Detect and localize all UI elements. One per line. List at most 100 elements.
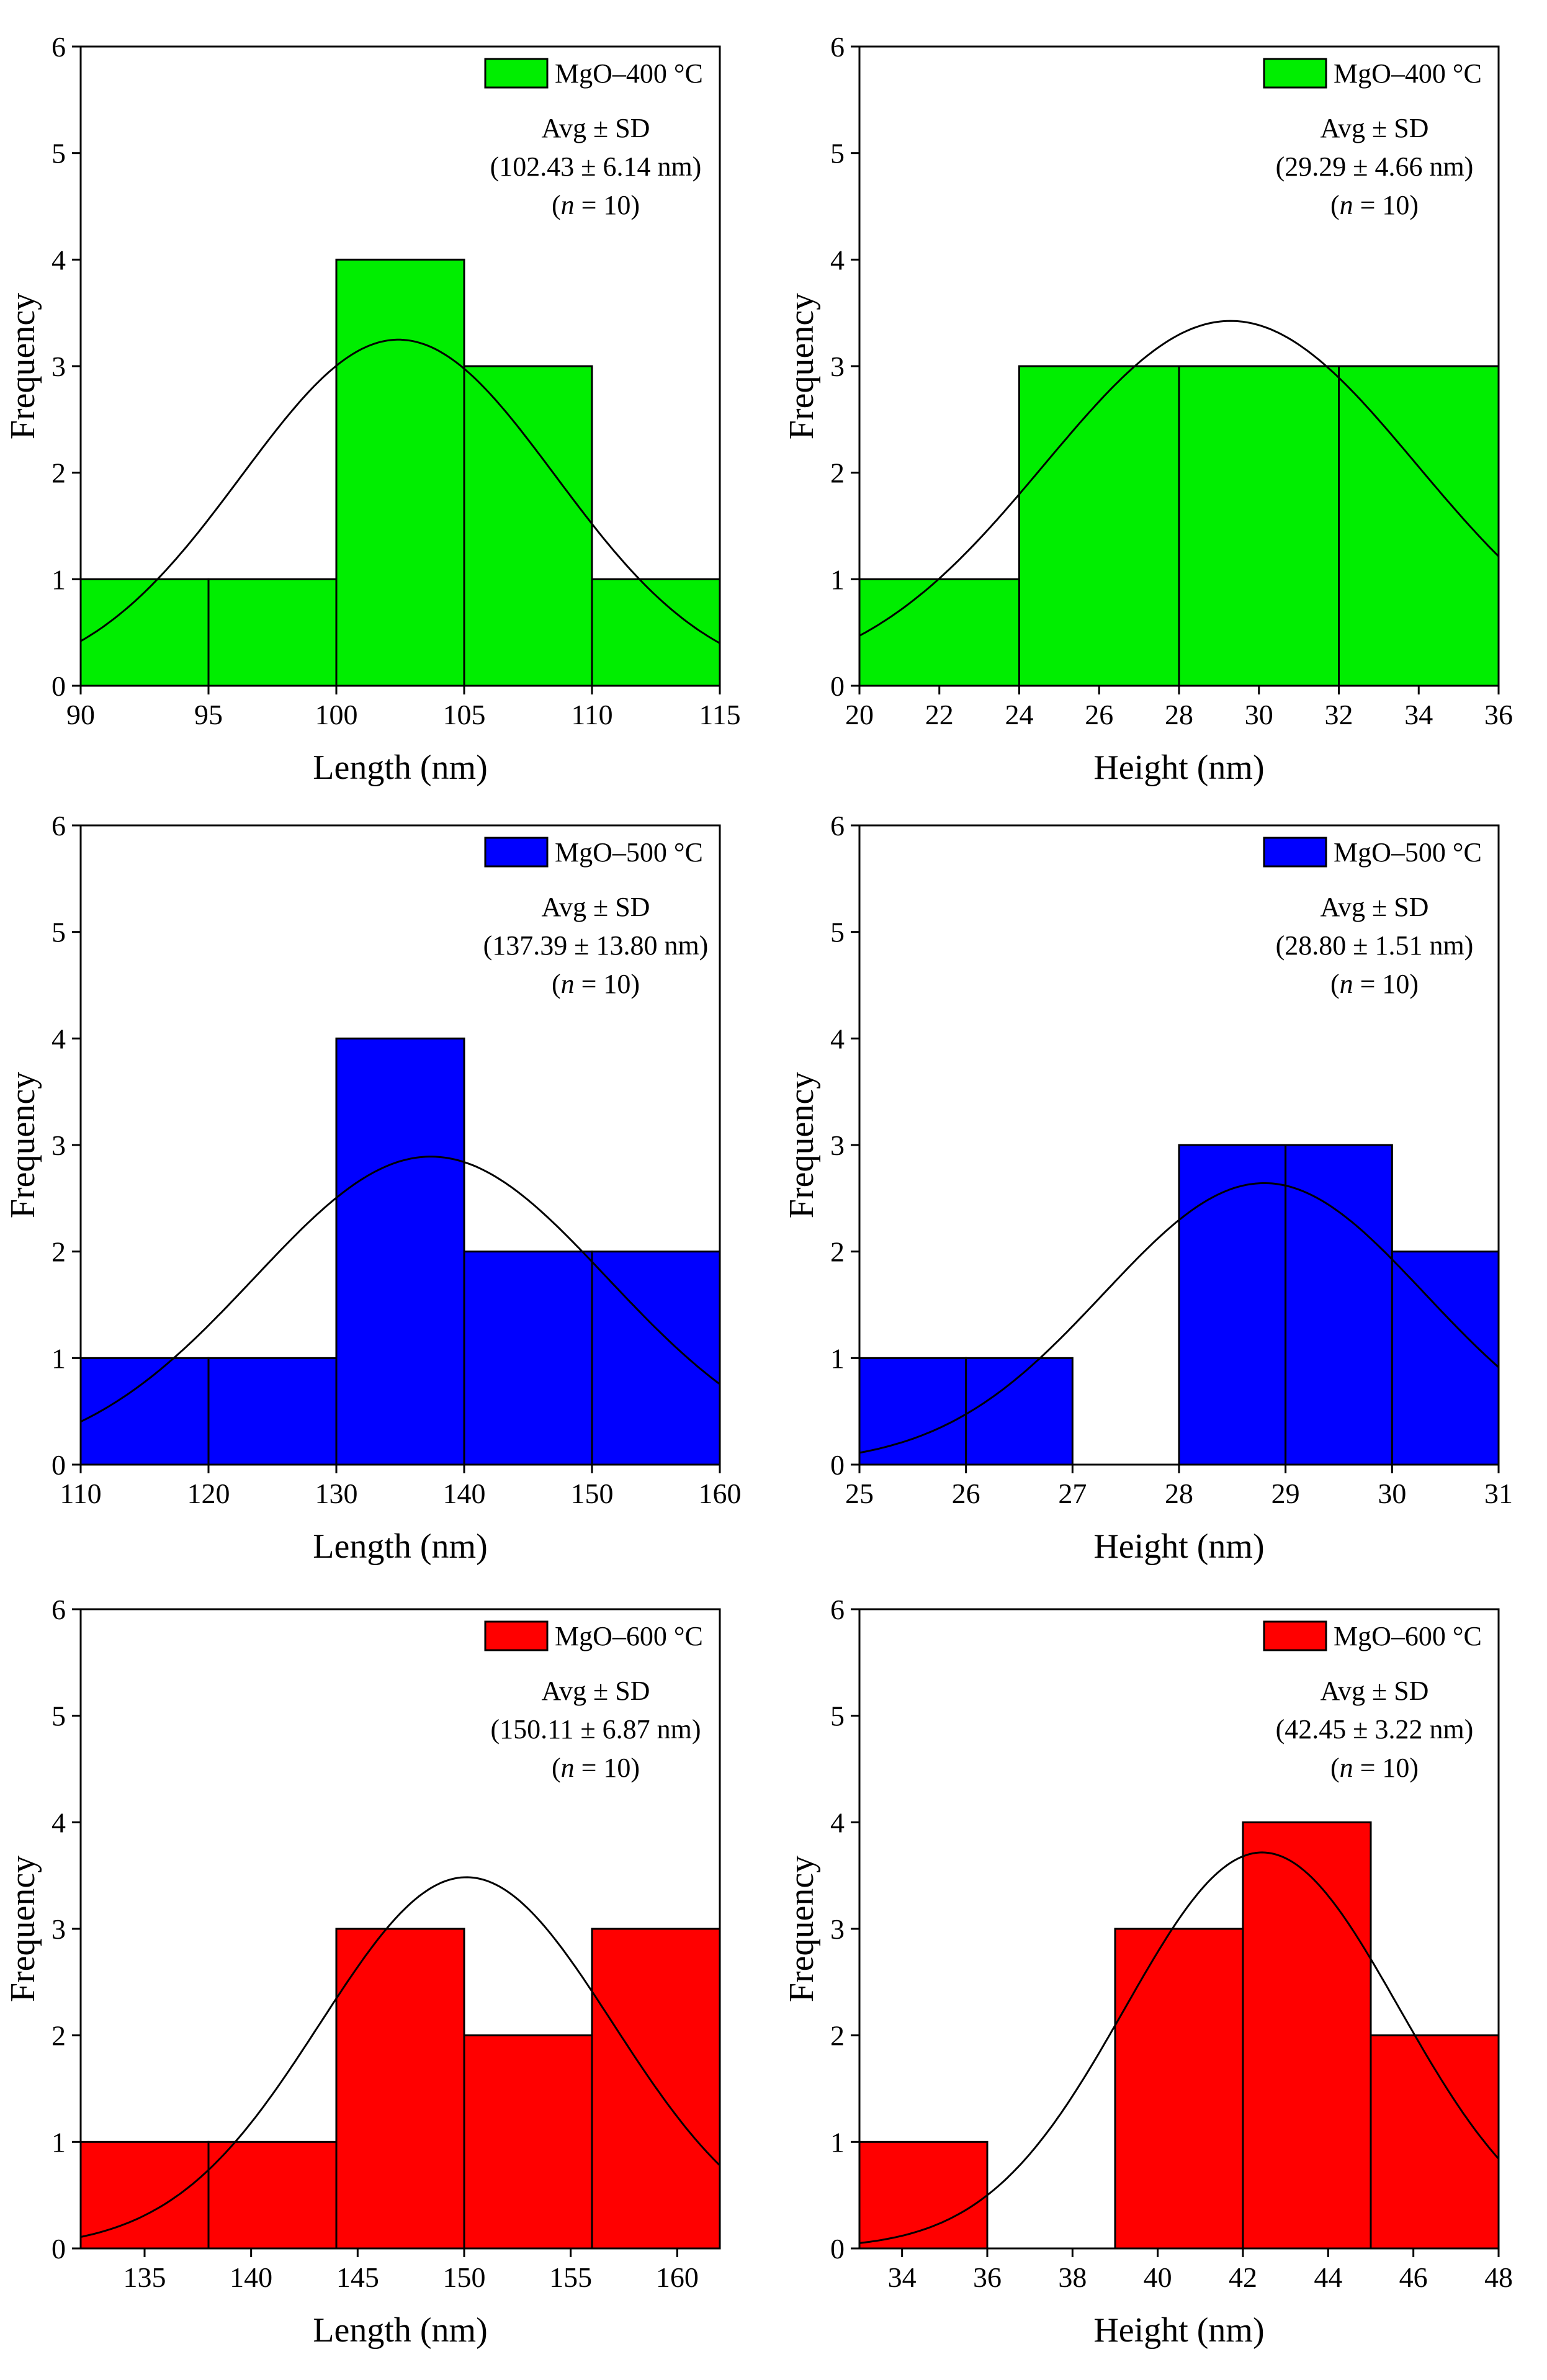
x-tick-label: 40	[1144, 2261, 1172, 2293]
stats-sample-size: (n = 10)	[1330, 1753, 1419, 1783]
y-tick-label: 6	[52, 1594, 66, 1625]
y-tick-label: 0	[52, 2233, 66, 2265]
y-tick-label: 2	[830, 457, 845, 489]
x-tick-label: 48	[1484, 2261, 1513, 2293]
y-tick-label: 0	[52, 1449, 66, 1481]
x-tick-label: 32	[1325, 699, 1353, 730]
stats-n-value: = 10)	[575, 1753, 640, 1783]
y-axis-title: Frequency	[4, 293, 42, 439]
histogram-bar	[463, 2034, 593, 2250]
stats-n-symbol: n	[1340, 969, 1353, 999]
stats-n-symbol: n	[1340, 1753, 1353, 1783]
x-tick-label: 160	[656, 2261, 699, 2293]
y-tick-label: 4	[52, 1023, 66, 1054]
x-axis-title: Height (nm)	[1093, 748, 1264, 787]
y-axis-title: Frequency	[782, 1072, 821, 1218]
y-tick-label: 1	[830, 2126, 845, 2158]
legend-label: MgO–400 °C	[1334, 58, 1482, 89]
legend-label: MgO–500 °C	[555, 837, 703, 868]
y-tick-label: 4	[830, 1023, 845, 1054]
x-tick-label: 30	[1378, 1478, 1406, 1509]
y-axis-title: Frequency	[782, 293, 821, 439]
y-tick-label: 3	[52, 1129, 66, 1161]
stats-paren-open: (	[552, 969, 561, 999]
histogram-bar	[335, 1928, 465, 2250]
histogram-bar	[858, 1357, 967, 1466]
x-tick-label: 150	[571, 1478, 614, 1509]
x-tick-label: 46	[1399, 2261, 1428, 2293]
x-tick-label: 34	[1404, 699, 1433, 730]
x-tick-label: 27	[1058, 1478, 1087, 1509]
stats-paren-open: (	[1330, 969, 1340, 999]
y-tick-label: 1	[52, 2126, 66, 2158]
y-tick-label: 3	[830, 351, 845, 382]
x-tick-label: 38	[1058, 2261, 1087, 2293]
x-tick-label: 105	[443, 699, 486, 730]
histogram-bar	[858, 2140, 989, 2250]
x-tick-label: 20	[845, 699, 874, 730]
y-tick-label: 3	[52, 351, 66, 382]
stats-n-symbol: n	[561, 190, 575, 220]
histogram-bar	[591, 1251, 721, 1466]
histogram-panel-length-400: 0 1 2 3 4 5 6 90 95 100 105 110 115 Length (nm) Freque…	[4, 31, 741, 787]
stats-n-symbol: n	[1340, 190, 1353, 220]
y-tick-label: 6	[830, 1594, 845, 1625]
stats-value: (28.80 ± 1.51 nm)	[1276, 930, 1474, 961]
stats-sample-size: (n = 10)	[1330, 190, 1419, 220]
x-tick-label: 36	[1484, 699, 1513, 730]
histogram-bar	[591, 578, 721, 687]
x-tick-label: 140	[443, 1478, 486, 1509]
stats-value: (137.39 ± 13.80 nm)	[483, 930, 709, 961]
legend-label: MgO–600 °C	[1334, 1621, 1482, 1651]
histogram-bar	[79, 2140, 210, 2250]
y-tick-label: 0	[830, 1449, 845, 1481]
histogram-bar	[1338, 365, 1500, 687]
x-tick-label: 24	[1005, 699, 1034, 730]
y-tick-label: 5	[830, 138, 845, 169]
x-tick-label: 26	[952, 1478, 980, 1509]
histogram-bar	[1018, 365, 1180, 687]
x-tick-label: 90	[66, 699, 95, 730]
stats-paren-open: (	[1330, 190, 1340, 220]
x-tick-label: 155	[549, 2261, 592, 2293]
stats-n-symbol: n	[561, 1753, 575, 1783]
stats-avg-sd-label: Avg ± SD	[542, 892, 650, 922]
y-tick-label: 6	[830, 810, 845, 842]
y-tick-label: 6	[52, 31, 66, 63]
stats-sample-size: (n = 10)	[1330, 969, 1419, 999]
y-axis-title: Frequency	[4, 1856, 42, 2002]
y-tick-label: 5	[830, 1700, 845, 1732]
stats-n-value: = 10)	[1353, 190, 1419, 220]
y-tick-label: 1	[52, 564, 66, 595]
legend-swatch	[1263, 58, 1327, 89]
x-tick-label: 36	[973, 2261, 1002, 2293]
y-tick-label: 3	[52, 1913, 66, 1945]
x-tick-label: 25	[845, 1478, 874, 1509]
y-tick-label: 2	[52, 2020, 66, 2052]
x-tick-label: 31	[1484, 1478, 1513, 1509]
x-axis-title: Height (nm)	[1093, 1527, 1264, 1566]
y-tick-label: 4	[830, 244, 845, 276]
y-tick-label: 5	[830, 917, 845, 948]
y-tick-label: 6	[830, 31, 845, 63]
x-axis-title: Length (nm)	[313, 1527, 487, 1566]
stats-avg-sd-label: Avg ± SD	[542, 113, 650, 143]
normal-fit-curve	[80, 338, 720, 644]
y-tick-label: 5	[52, 1700, 66, 1732]
x-tick-label: 160	[699, 1478, 742, 1509]
x-tick-label: 110	[60, 1478, 101, 1509]
legend-label: MgO–600 °C	[555, 1621, 703, 1651]
y-tick-label: 6	[52, 810, 66, 842]
normal-fit-curve	[80, 1156, 720, 1423]
y-tick-label: 5	[52, 917, 66, 948]
x-tick-label: 26	[1085, 699, 1113, 730]
legend-swatch	[484, 58, 549, 89]
y-axis-title: Frequency	[4, 1072, 42, 1218]
y-tick-label: 4	[830, 1807, 845, 1838]
stats-avg-sd-label: Avg ± SD	[1321, 1676, 1429, 1706]
stats-sample-size: (n = 10)	[552, 969, 640, 999]
y-tick-label: 2	[52, 457, 66, 489]
y-tick-label: 0	[830, 670, 845, 702]
